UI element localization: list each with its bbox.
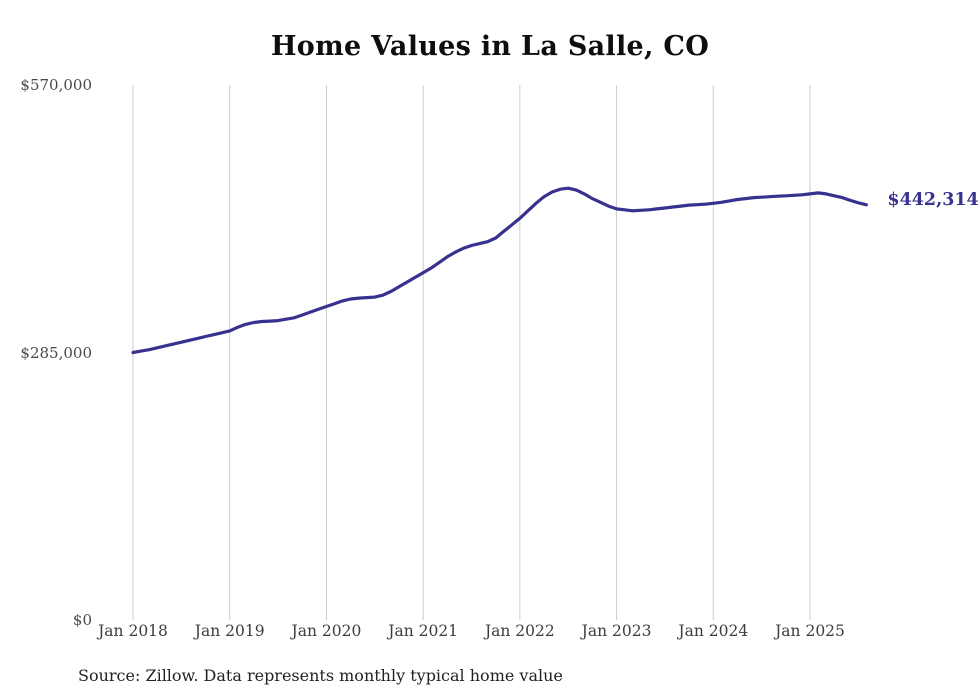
x-axis-tick-label: Jan 2024 xyxy=(678,622,749,640)
x-axis-tick-label: Jan 2022 xyxy=(484,622,555,640)
current-value-label: $442,314 xyxy=(887,189,979,210)
x-axis-labels: Jan 2018 Jan 2019 Jan 2020 Jan 2021 Jan 2022… xyxy=(0,622,980,646)
x-axis-tick-label: Jan 2019 xyxy=(194,622,265,640)
x-axis-tick-label: Jan 2023 xyxy=(581,622,652,640)
y-axis-labels: $570,000 $285,000 $0 xyxy=(0,0,92,699)
x-axis-tick-label: Jan 2025 xyxy=(775,622,845,640)
chart-title: Home Values in La Salle, CO xyxy=(270,31,710,62)
x-axis-tick-label: Jan 2020 xyxy=(291,622,362,640)
x-axis-tick-label: Jan 2021 xyxy=(388,622,459,640)
y-axis-tick-label: $285,000 xyxy=(20,343,92,362)
y-axis-tick-label: $570,000 xyxy=(20,76,92,94)
y-axis-tick-label: $0 xyxy=(72,611,92,629)
source-note: Source: Zillow. Data represents monthly … xyxy=(78,666,563,685)
home-value-line xyxy=(131,186,868,355)
x-axis-tick-label: Jan 2018 xyxy=(98,622,168,640)
gridlines xyxy=(132,85,811,620)
